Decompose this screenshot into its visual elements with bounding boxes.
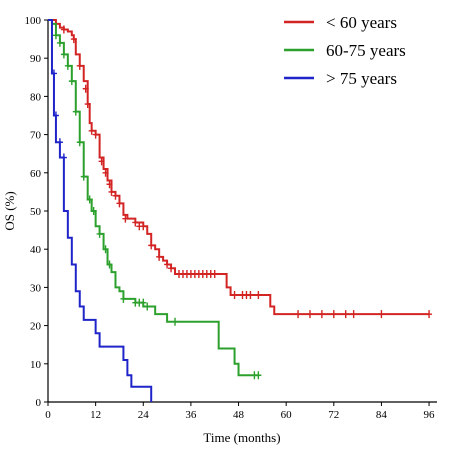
x-axis-title: Time (months) [203,430,280,445]
censor-mark [350,310,357,319]
plot-area: 0 12 24 36 48 60 72 84 96 0 10 20 30 40 50 60 70 80 90 100… [25,13,437,421]
censor-mark [102,168,109,177]
censor-mark [92,130,99,139]
y-tick-label: 90 [30,53,42,65]
series-line-60-75-years [48,19,259,377]
censor-mark [318,310,325,319]
censor-mark [102,245,109,254]
legend-label: 60-75 years [326,41,406,60]
censor-mark [132,218,139,227]
legend-label: < 60 years [326,13,397,32]
censor-mark [60,50,67,59]
y-tick-label: 70 [30,130,42,142]
censor-mark [50,69,57,78]
y-axis-title: OS (%) [2,191,17,230]
x-tick-label: 48 [233,409,245,421]
censor-mark [140,222,147,231]
censor-mark [56,138,63,147]
y-tick-label: 60 [30,168,42,180]
x-tick-label: 36 [185,409,197,421]
censor-mark [90,207,97,215]
x-tick-label: 24 [138,409,150,421]
y-tick-label: 30 [30,282,42,294]
censor-mark [96,229,103,238]
censor-mark [378,310,385,319]
censor-mark [52,111,59,120]
censor-mark [247,291,254,300]
series-line-75-years [48,19,153,402]
x-tick-label: 84 [376,409,388,421]
censor-mark [172,317,179,326]
legend: < 60 years 60-75 years > 75 years [284,13,406,88]
censor-mark [426,310,433,319]
x-tick-label: 12 [90,409,101,421]
censor-mark [86,195,93,204]
censor-mark [144,302,151,311]
censor-mark [98,157,105,166]
y-tick-label: 50 [30,206,42,218]
y-ticks: 0 10 20 30 40 50 60 70 80 90 100 [25,15,48,409]
y-tick-label: 20 [30,321,42,333]
censor-mark [120,294,127,303]
y-tick-label: 100 [25,15,42,27]
censor-mark [306,310,313,319]
censor-mark [330,310,337,319]
censor-mark [122,214,129,223]
x-ticks: 0 12 24 36 48 60 72 84 96 [45,402,435,421]
y-tick-label: 10 [30,359,42,371]
censor-mark [56,38,63,47]
censor-mark [231,291,238,300]
y-tick-label: 0 [36,397,42,409]
censor-mark [164,260,171,269]
censor-mark [156,252,163,261]
censor-mark [108,187,115,196]
censor-mark [106,260,113,269]
y-tick-label: 40 [30,244,42,256]
censor-mark [72,107,79,116]
censor-mark [148,241,155,250]
censor-mark [116,199,123,208]
censor-mark [211,270,218,279]
y-tick-label: 80 [30,91,42,103]
censor-mark [76,61,83,70]
series-curves [48,19,433,402]
x-tick-label: 0 [45,409,51,421]
censor-mark [84,100,91,109]
censor-mark [82,84,89,93]
censor-mark [60,153,67,162]
censor-mark [68,77,75,86]
censor-mark [106,180,113,189]
x-tick-label: 96 [424,409,436,421]
censor-mark [342,310,349,319]
series-line-60-years [48,19,430,316]
censor-mark [76,138,83,147]
censor-mark [60,25,67,34]
legend-label: > 75 years [326,69,397,88]
censor-mark [140,298,147,307]
censor-mark [168,264,175,273]
censor-mark [255,291,262,300]
x-tick-label: 60 [281,409,293,421]
censor-mark [88,126,95,135]
censor-mark [80,172,87,181]
censor-mark [255,371,262,380]
censor-mark [70,35,77,44]
censor-mark [295,310,302,319]
censor-mark [64,61,71,70]
censor-mark [52,31,59,40]
censor-mark [112,191,119,200]
x-tick-label: 72 [328,409,339,421]
